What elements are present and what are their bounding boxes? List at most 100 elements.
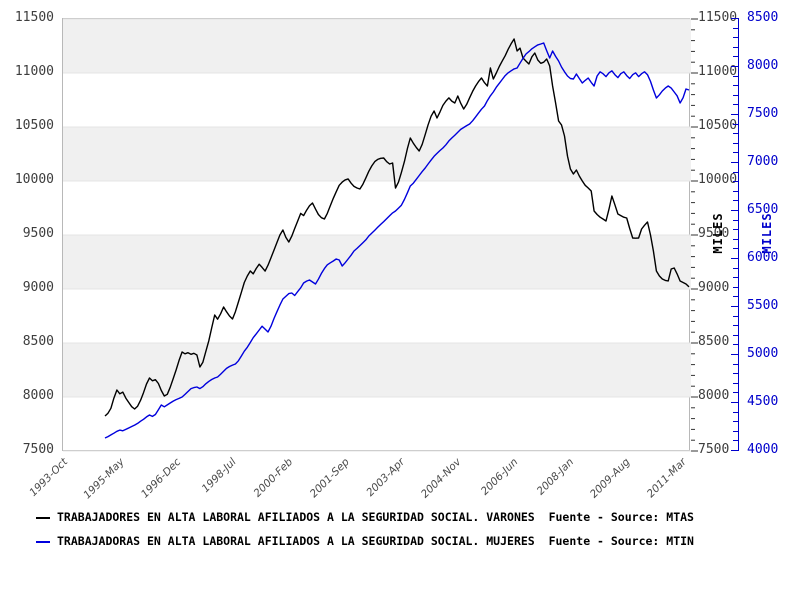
legend-label-mujeres: TRABAJADORAS EN ALTA LABORAL AFILIADOS A… [57,534,694,548]
x-axis-tick-label: 2008-Jan [534,456,577,498]
blue-axis-tick-label: 5000 [747,346,779,361]
x-axis-tick-label: 2000-Feb [251,456,296,500]
blue-axis-tick [733,171,738,173]
left-axis-tick-label: 8000 [22,388,54,403]
right-axis-tick-label: 7500 [698,442,730,457]
x-axis-tick-label: 2003-Apr [364,456,408,499]
blue-axis-tick-label: 6500 [747,202,779,217]
plot-svg [63,18,698,452]
blue-axis-tick [731,66,738,67]
right-axis-tick-label: 11500 [698,10,738,25]
left-axis-tick-label: 9500 [22,226,54,241]
plot-band [63,19,691,73]
blue-axis-tick [733,421,738,423]
blue-axis-tick [733,325,738,327]
plot-band [63,235,691,289]
blue-axis-tick [731,18,738,19]
blue-axis-tick [731,450,738,451]
legend-label-varones: TRABAJADORES EN ALTA LABORAL AFILIADOS A… [57,510,694,524]
blue-axis-tick [733,104,738,106]
blue-axis-tick-label: 7000 [747,154,779,169]
blue-axis-tick [731,162,738,163]
blue-axis-tick [733,123,738,125]
blue-axis-tick [733,440,738,442]
blue-axis-tick [733,133,738,135]
x-axis-tick-label: 2009-Aug [587,456,633,501]
blue-axis-tick [731,210,738,211]
blue-axis-tick [733,46,738,48]
x-axis-tick-label: 1998-Jul [200,456,240,496]
blue-axis-tick [733,190,738,192]
blue-axis-tick [733,344,738,346]
mujeres-line-marker [36,541,50,543]
blue-axis-tick [733,37,738,39]
right-axis-tick-label: 10000 [698,172,738,187]
left-axis-tick-label: 8500 [22,334,54,349]
blue-axis-tick [731,402,738,403]
left-axis-tick-label: 9000 [22,280,54,295]
blue-axis-tick [733,238,738,240]
blue-axis-tick [733,219,738,221]
blue-axis-tick [731,258,738,259]
right-axis-tick-label: 11000 [698,64,738,79]
blue-axis-tick [733,142,738,144]
blue-axis-tick [731,114,738,115]
x-axis-tick-label: 1996-Dec [138,456,183,501]
blue-axis-tick [733,75,738,77]
blue-axis-tick [733,373,738,375]
left-axis-tick-label: 7500 [22,442,54,457]
blue-axis-tick [733,296,738,298]
blue-axis-tick [733,200,738,202]
blue-axis-tick-label: 6000 [747,250,779,265]
blue-axis-tick [733,94,738,96]
blue-axis-tick [733,229,738,231]
blue-axis-tick-label: 4500 [747,394,779,409]
varones-line-marker [36,517,50,519]
blue-axis-tick [731,354,738,355]
blue-axis-tick [733,248,738,250]
x-axis-tick-label: 2004-Nov [419,456,464,501]
blue-axis-tick [733,267,738,269]
left-axis-tick-label: 10000 [14,172,54,187]
x-axis-tick-label: 1995-May [81,456,127,502]
blue-axis-tick-label: 8000 [747,58,779,73]
blue-axis-tick-label: 7500 [747,106,779,121]
blue-axis-tick [733,152,738,154]
blue-axis-tick [733,411,738,413]
blue-axis-line [738,18,739,451]
left-axis-tick-label: 11500 [14,10,54,25]
x-axis-tick-label: 2006-Jun [478,456,520,498]
blue-axis-tick [733,277,738,279]
blue-axis-tick [733,315,738,317]
plot-area [62,18,698,452]
varones-line-series [104,38,690,417]
blue-axis-tick [733,392,738,394]
plot-band [63,127,691,181]
blue-axis-tick-label: 4000 [747,442,779,457]
right-axis-tick-label: 9500 [698,226,730,241]
right-axis-tick-label: 8000 [698,388,730,403]
blue-axis-tick [733,286,738,288]
x-axis-tick-label: 1993-Oct [27,456,71,499]
left-axis-tick-label: 11000 [14,64,54,79]
blue-axis-tick [733,27,738,29]
x-axis-tick-label: 2011-Mar [644,456,689,501]
right-axis-tick-label: 8500 [698,334,730,349]
blue-axis-tick-label: 8500 [747,10,779,25]
blue-axis-tick [733,430,738,432]
right-axis-tick-label: 9000 [698,280,730,295]
mujeres-line-series [104,42,690,439]
right-axis-title: MILES [760,212,774,254]
blue-axis-tick-label: 5500 [747,298,779,313]
blue-axis-tick [733,56,738,58]
left-axis-tick-label: 10500 [14,118,54,133]
blue-axis-tick [733,181,738,183]
blue-axis-tick [733,85,738,87]
left-axis-title: MILES [711,212,725,254]
blue-axis-tick [733,382,738,384]
blue-axis-tick [731,306,738,307]
x-axis-tick-label: 2001-Sep [307,456,352,501]
right-axis-tick-label: 10500 [698,118,738,133]
blue-axis-tick [733,334,738,336]
